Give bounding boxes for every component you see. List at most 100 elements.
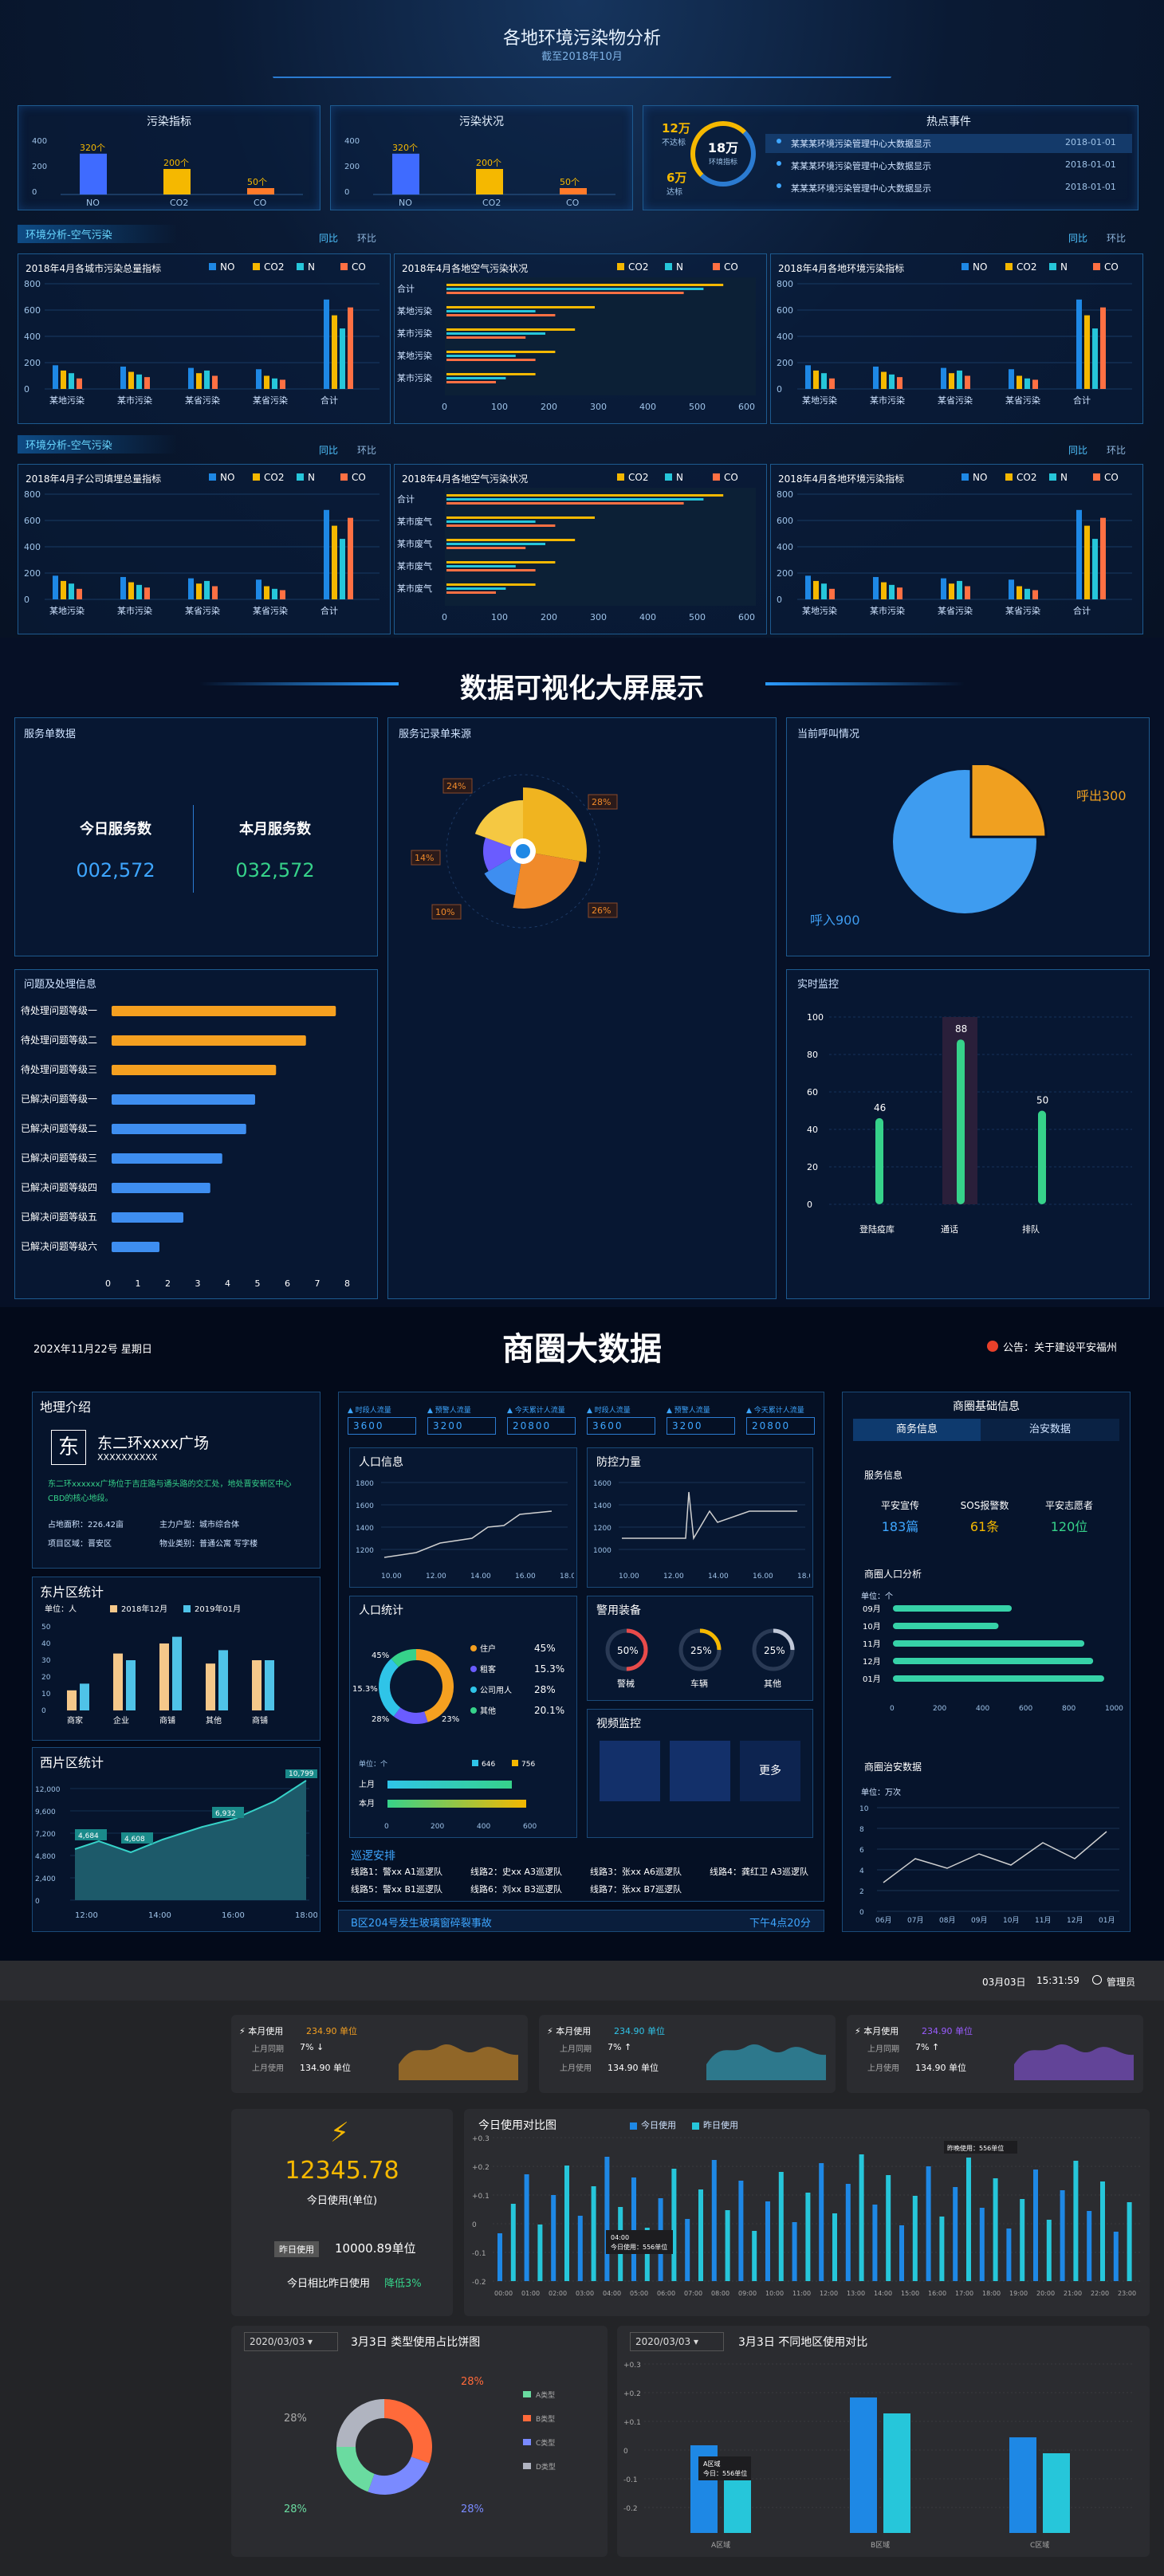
mom-button-2[interactable]: 环比 — [1107, 233, 1127, 244]
user-icon[interactable] — [1092, 1975, 1102, 1985]
flow-value: 3200 — [667, 1417, 735, 1435]
gauge-value: 50% — [617, 1645, 639, 1656]
video-thumb-1[interactable] — [600, 1741, 660, 1801]
bar — [949, 373, 954, 389]
y-tick: 2 — [859, 1888, 864, 1896]
bar — [711, 2160, 717, 2281]
video-more-button[interactable]: 更多 — [740, 1741, 800, 1801]
y-tick: 1600 — [593, 1480, 611, 1488]
y-tick: 09月 — [863, 1604, 881, 1614]
kpi-b-value: 134.90 单位 — [300, 2063, 351, 2073]
yesterday-value: 10000.89单位 — [335, 2241, 416, 2256]
bar — [792, 2222, 797, 2281]
user-name[interactable]: 管理员 — [1107, 1977, 1136, 1988]
title-deco-left — [199, 682, 399, 685]
notice-icon — [987, 1341, 998, 1352]
donut-arc — [393, 1707, 428, 1724]
legend-swatch — [617, 263, 624, 270]
x-tick: 某省污染 — [1005, 605, 1040, 616]
bar — [993, 2178, 998, 2281]
section-business: 202X年11月22号 星期日 商圈大数据 公告：关于建设平安福州 地理介绍 东… — [0, 1307, 1164, 1961]
bar — [446, 547, 526, 549]
yoy-button[interactable]: 同比 — [319, 233, 339, 244]
news-date: 2018-01-01 — [1065, 159, 1116, 170]
flow-value: 3600 — [348, 1417, 416, 1435]
news-row[interactable] — [765, 134, 1132, 153]
legend-item: N — [297, 261, 315, 273]
bar — [1009, 2437, 1036, 2533]
mom-button-4[interactable]: 环比 — [1107, 445, 1127, 456]
x-tick: 10.00 — [381, 1573, 402, 1581]
x-tick: CO2 — [170, 198, 188, 206]
y-tick: 某市废气 — [397, 560, 432, 571]
bar — [845, 2184, 851, 2281]
bar — [77, 588, 82, 599]
x-tick: 0 — [442, 612, 447, 622]
yoy-button-4[interactable]: 同比 — [1068, 445, 1088, 456]
y-tick: 1400 — [356, 1525, 374, 1533]
ring-label: 环境指标 — [708, 159, 737, 167]
bar — [332, 525, 337, 599]
video-thumb-2[interactable] — [670, 1741, 730, 1801]
chart-title: 2018年4月各地环境污染指标 — [778, 263, 905, 274]
pct-label: 26% — [592, 905, 611, 916]
x-tick: 05:00 — [630, 2290, 648, 2297]
bar — [893, 1675, 1104, 1682]
pct-label: 24% — [446, 781, 466, 791]
row-label: 本月 — [359, 1798, 375, 1808]
bar — [387, 1781, 512, 1789]
date-select[interactable]: 2020/03/03 ▾ — [244, 2332, 338, 2351]
news-text: 某某某环境污染管理中心大数据显示 — [791, 161, 931, 171]
mom-button-3[interactable]: 环比 — [357, 445, 377, 456]
x-tick: NO — [399, 198, 412, 206]
bar — [446, 373, 536, 375]
x-tick: 600 — [1019, 1705, 1032, 1713]
bar — [476, 169, 503, 194]
call-pie-chart: 呼出300 呼入900 — [810, 765, 1127, 928]
date-select[interactable]: 2020/03/03 ▾ — [630, 2332, 724, 2351]
pollution-index-chart: 400 200 0 320个 NO 200个 CO2 50个 CO — [32, 137, 303, 206]
y-tick: 0 — [41, 1707, 46, 1715]
x-tick: 12.00 — [663, 1573, 684, 1581]
x-tick: 某地污染 — [802, 605, 837, 616]
page-title: 各地环境污染物分析 — [502, 29, 661, 49]
bar — [446, 288, 704, 290]
mom-button[interactable]: 环比 — [357, 233, 377, 244]
bar — [832, 2213, 837, 2281]
legend-item: CO — [1093, 261, 1119, 273]
bar — [926, 2166, 931, 2281]
yoy-button-3[interactable]: 同比 — [319, 445, 339, 456]
bar — [1032, 590, 1038, 599]
bar — [604, 2157, 610, 2281]
bar — [889, 584, 895, 599]
pct-box — [431, 904, 462, 920]
bar — [206, 1663, 215, 1710]
x-tick: 16:00 — [928, 2290, 946, 2297]
bar — [446, 314, 556, 316]
x-tick: 600 — [738, 402, 755, 412]
bar — [128, 582, 134, 599]
x-tick: 200 — [541, 612, 557, 622]
legend-item: NO — [961, 261, 987, 273]
chart-title: 2018年4月子公司填埋总量指标 — [26, 473, 162, 485]
legend-swatch — [1049, 263, 1056, 270]
geo-f1: 占地面积：226.42亩 — [48, 1521, 124, 1530]
bar — [1060, 2190, 1065, 2281]
tab-business[interactable]: 商务信息 — [853, 1419, 981, 1441]
x-tick: 商铺 — [252, 1715, 268, 1726]
yoy-button-2[interactable]: 同比 — [1068, 233, 1088, 244]
bar — [112, 1035, 306, 1046]
sparkline-chart — [706, 2044, 826, 2080]
notice-text[interactable]: 公告：关于建设平安福州 — [1003, 1342, 1118, 1354]
bar — [188, 578, 194, 599]
bar — [387, 1800, 526, 1808]
bar — [159, 1643, 169, 1710]
legend-swatch — [961, 263, 969, 270]
x-tick: 10.00 — [619, 1573, 639, 1581]
bar — [77, 378, 82, 389]
patrol-title: 巡逻安排 — [351, 1850, 395, 1863]
title-deco-right — [765, 682, 965, 685]
legend-label: N — [308, 472, 315, 483]
tab-security[interactable]: 治安数据 — [981, 1419, 1119, 1441]
bar-label: 46 — [874, 1102, 886, 1113]
